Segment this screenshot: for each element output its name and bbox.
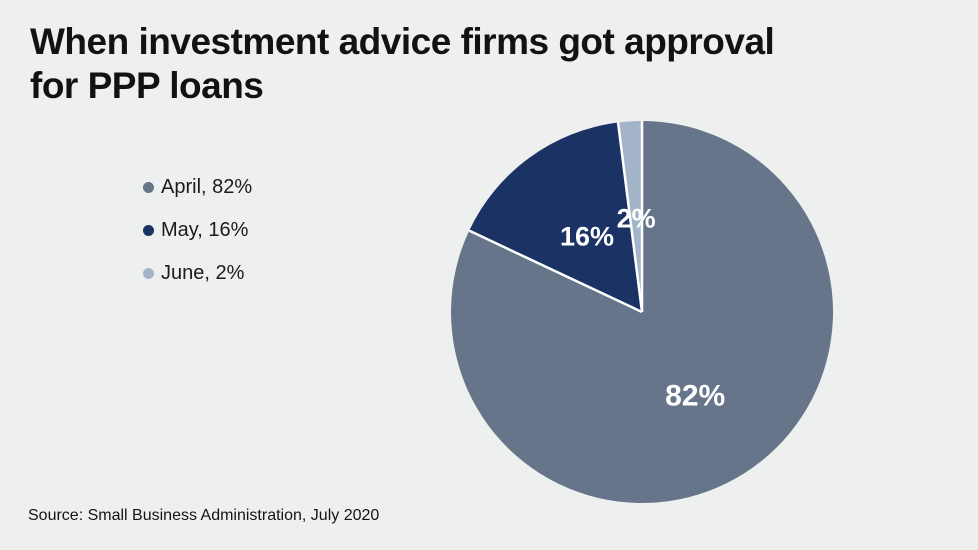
page-title-line-1: When investment advice firms got approva… (30, 21, 775, 62)
pie-slice-label-april: 82% (665, 379, 725, 412)
pie-slice-may (469, 122, 642, 312)
legend-label-may: May, 16% (161, 219, 249, 241)
legend-swatch-may-icon (143, 225, 154, 236)
legend-item-june: June, 2% (143, 262, 252, 284)
source-note: Source: Small Business Administration, J… (28, 507, 380, 524)
slice-separator (616, 122, 644, 313)
legend-swatch-april-icon (143, 182, 154, 193)
pie-slice-label-may: 16% (560, 221, 614, 251)
slice-separator (468, 229, 643, 314)
legend-item-april: April, 82% (143, 176, 253, 198)
legend-label-june: June, 2% (161, 262, 245, 284)
legend-item-may: May, 16% (143, 219, 252, 241)
pie-slice-label-june: 2% (617, 204, 656, 234)
page-title-line-2: for PPP loans (30, 65, 264, 106)
legend-label-april: April, 82% (161, 176, 253, 198)
page-title: When investment advice firms got approva… (30, 20, 775, 108)
pie-chart: 82% 16%2% (451, 121, 833, 503)
legend-swatch-june-icon (143, 268, 154, 279)
legend: April, 82% May, 16% June, 2% (143, 176, 253, 284)
